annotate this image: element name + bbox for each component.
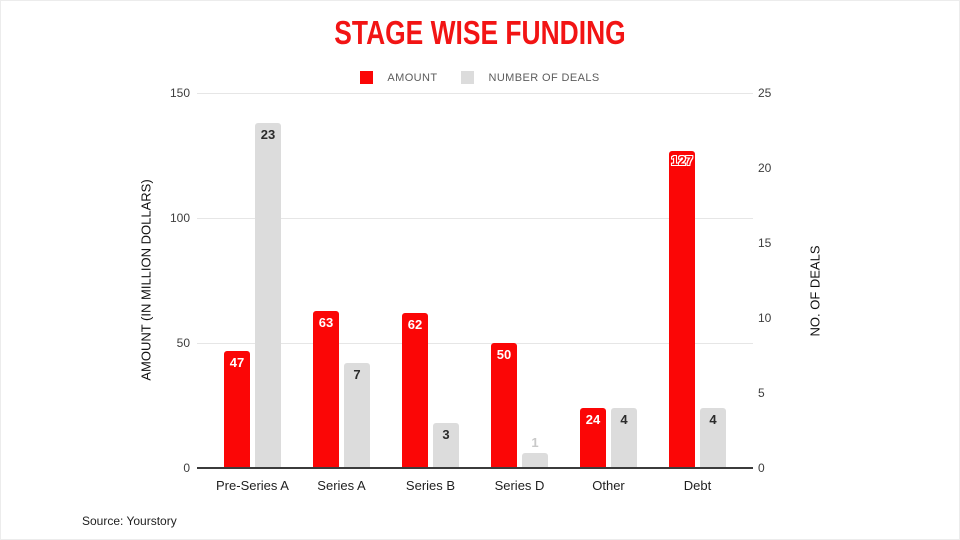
category-group: 50 1 Series D (491, 93, 548, 493)
left-axis-tick: 150 (169, 86, 190, 100)
bar-value-label: 24 (585, 412, 601, 427)
category-label: Series A (317, 478, 366, 493)
category-group: 62 3 Series B (402, 93, 459, 493)
category-label: Series D (494, 478, 545, 493)
category-group: 127 4 Debt (669, 93, 726, 493)
legend-label-amount: AMOUNT (387, 71, 438, 84)
category-group: 63 7 Series A (313, 93, 370, 493)
left-axis-title: AMOUNT (IN MILLION DOLLARS) (138, 179, 154, 381)
x-axis-line (197, 467, 753, 469)
right-axis-tick: 10 (758, 311, 772, 325)
chart-title: STAGE WISE FUNDING (334, 14, 626, 51)
number-of-deals-bar: 7 (344, 363, 370, 468)
deals-swatch-icon (461, 71, 475, 84)
bar-value-label: 47 (229, 354, 245, 370)
bar-value-label: 4 (620, 412, 628, 427)
amount-bar: 24 (580, 408, 606, 468)
category-label: Debt (683, 478, 712, 493)
legend-label-deals: NUMBER OF DEALS (488, 71, 600, 84)
bar-value-label: 3 (442, 427, 450, 442)
left-axis-tick: 100 (169, 211, 190, 225)
chart-legend: AMOUNT NUMBER OF DEALS (0, 71, 960, 84)
gridline (197, 342, 753, 344)
bar-value-label: 127 (671, 152, 693, 168)
gridline (197, 92, 753, 94)
amount-bar: 127 (669, 150, 695, 468)
bar-groups: 47 23 Pre-Series A 63 7 Series A 62 3 Series B 50… (197, 93, 753, 493)
bar-value-label: 1 (531, 435, 539, 450)
bar-value-label: 62 (407, 317, 423, 332)
gridline (197, 217, 753, 219)
bar-value-label: 23 (260, 127, 276, 142)
category-group: 24 4 Other (580, 93, 637, 493)
number-of-deals-bar: 1 (522, 435, 548, 468)
category-group: 47 23 Pre-Series A (216, 93, 289, 493)
right-axis-tick: 5 (758, 386, 765, 400)
bar-value-label: 7 (353, 367, 361, 382)
left-axis-tick: 0 (183, 461, 190, 475)
source-credit: Source: Yourstory (82, 514, 177, 528)
bar-value-label: 4 (709, 412, 717, 427)
bar-value-label: 50 (496, 347, 512, 362)
amount-bar: 50 (491, 343, 517, 468)
category-label: Series B (405, 478, 456, 493)
number-of-deals-bar: 23 (255, 123, 281, 468)
category-label: Pre-Series A (216, 478, 289, 493)
right-axis-title: NO. OF DEALS (807, 245, 823, 337)
right-axis-tick: 0 (758, 461, 765, 475)
amount-bar: 62 (402, 313, 428, 468)
amount-swatch-icon (360, 71, 374, 84)
bar-value-label: 63 (318, 314, 334, 330)
amount-bar: 47 (224, 350, 250, 468)
legend-item-amount: AMOUNT (360, 71, 437, 84)
plot-area: 47 23 Pre-Series A 63 7 Series A 62 3 Series B 50… (197, 92, 753, 493)
number-of-deals-bar: 4 (700, 408, 726, 468)
left-axis-tick: 50 (176, 336, 190, 350)
number-of-deals-bar: 4 (611, 408, 637, 468)
number-of-deals-bar: 3 (433, 423, 459, 468)
amount-bar: 63 (313, 310, 339, 468)
right-axis-tick: 20 (758, 161, 772, 175)
right-axis-tick: 25 (758, 86, 772, 100)
right-axis-tick: 15 (758, 236, 772, 250)
category-label: Other (592, 478, 625, 493)
legend-item-deals: NUMBER OF DEALS (461, 71, 599, 84)
